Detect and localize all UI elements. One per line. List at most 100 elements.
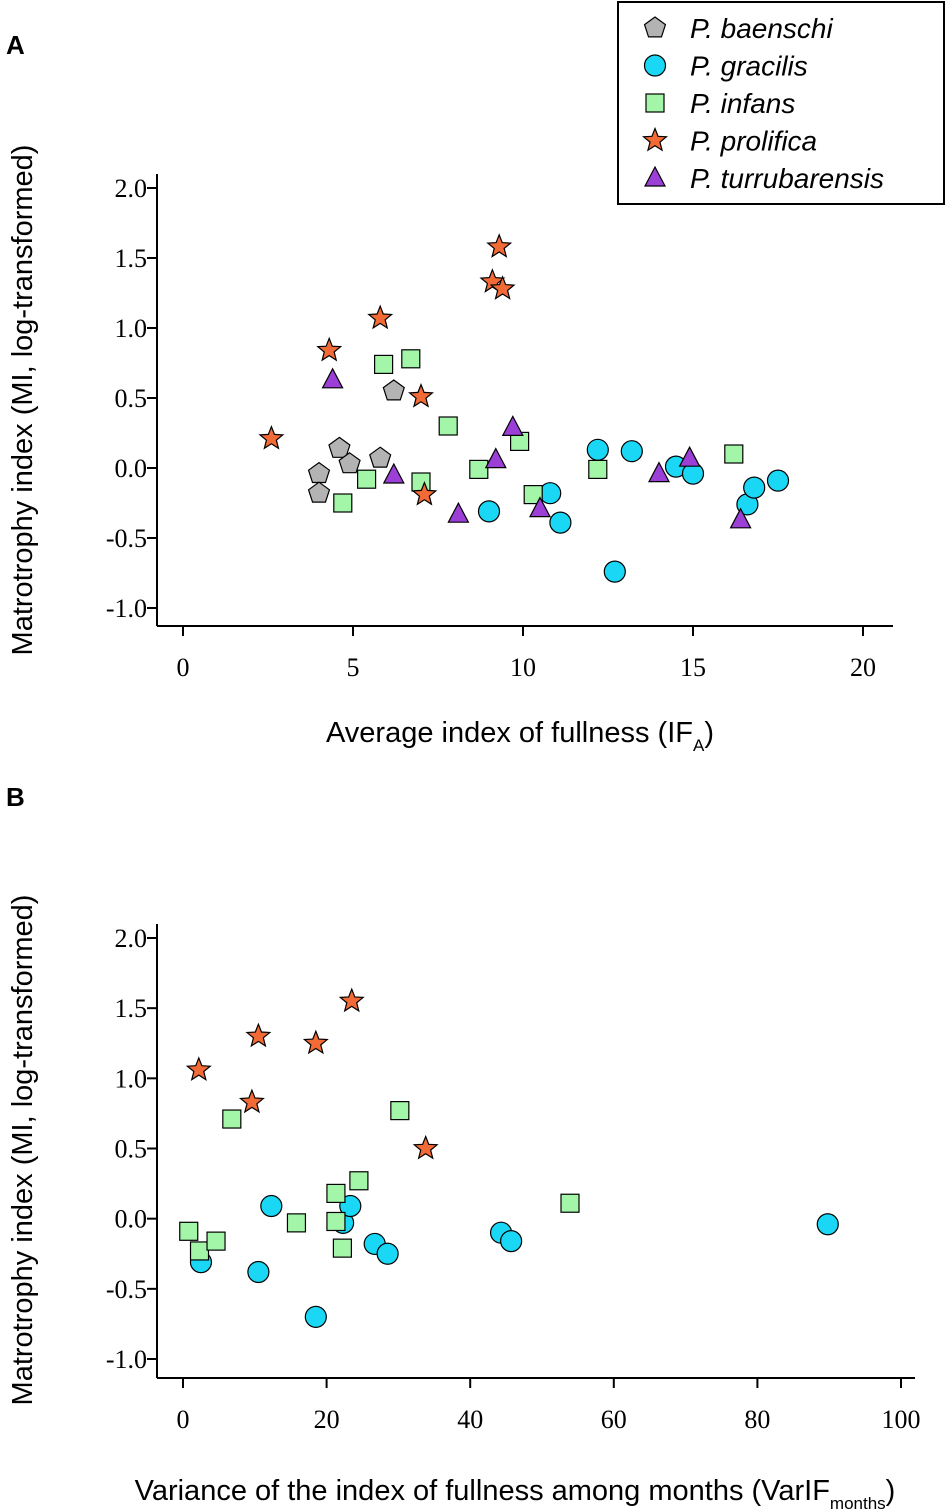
panel-a-points [258,233,790,583]
panel-b-point-p-prolifica [238,1088,265,1114]
legend-marker-p-prolifica [642,126,668,152]
legend-marker-p-baenschi [643,16,667,38]
legend-label-p-gracilis: P. gracilis [690,51,808,82]
panel-b-point-p-infans [179,1221,199,1241]
legend-label-p-turrubarensis: P. turrubarensis [690,163,884,194]
panel-b-point-p-gracilis [500,1230,523,1253]
panel-b-point-p-prolifica [338,987,365,1013]
panel-a-chart: A -1.0 -0.5 0.0 0.5 1.0 1.5 2.0 0 5 10 15 20 Matrot… [6,30,893,755]
panel-a-point-p-infans [333,493,353,513]
panel-b-point-p-infans [332,1238,352,1258]
panel-a-point-p-turrubarensis [678,445,701,467]
panel-a-x-tick-label: 5 [347,653,360,682]
panel-a-y-tick-label: 0.0 [115,454,148,483]
panel-b-point-p-infans [286,1213,307,1233]
panel-a-point-p-turrubarensis [382,462,405,484]
panel-a-x-title-end: ) [704,717,714,749]
panel-b-x-tick-label: 20 [314,1405,340,1434]
panel-a-point-p-infans [438,416,458,436]
panel-a-y-tick-label: -1.0 [106,594,147,623]
panel-b-x-title-end: ) [886,1475,896,1507]
panel-a-y-tick-label: 0.5 [115,384,148,413]
panel-a-y-tick-label: 1.0 [115,314,148,343]
panel-b-point-p-infans [189,1241,210,1261]
panel-b-point-p-infans [206,1231,226,1251]
panel-b-y-tick-label: 1.0 [115,1064,148,1093]
legend-marker-p-gracilis [643,54,667,77]
panel-a-point-p-prolifica [408,382,434,408]
panel-a-point-p-turrubarensis [729,507,752,529]
panel-a-point-p-prolifica [486,233,513,258]
panel-a-point-p-prolifica [316,336,343,362]
panel-b-x-tick-label: 80 [744,1405,770,1434]
panel-b-y-tick-label: 0.0 [115,1205,148,1234]
panel-a-point-p-prolifica [367,304,394,330]
panel-b-point-p-prolifica [412,1134,439,1160]
panel-a-x-title-main: Average index of fullness (IF [326,717,693,749]
legend: P. baenschi P. gracilis P. infans P. prolif… [617,1,945,205]
panel-a-label: A [6,30,25,60]
panel-a-point-p-turrubarensis [484,447,507,469]
panel-a-point-p-baenschi [382,379,405,401]
panel-b-chart: B -1.0 -0.5 0.0 0.5 1.0 1.5 2.0 0 20 40 60 80 100 Ma… [6,782,921,1512]
panel-a-x-tick-label: 10 [510,653,536,682]
panel-a-point-p-gracilis [743,476,766,499]
panel-b-point-p-infans [390,1101,410,1121]
panel-a-x-tick-label: 0 [177,653,190,682]
panel-a-y-tick-label: 1.5 [115,244,148,273]
panel-a-point-p-infans [523,485,543,505]
panel-a-point-p-gracilis [603,560,626,583]
panel-a-point-p-turrubarensis [447,501,470,523]
panel-a-point-p-baenschi [307,461,331,484]
panel-a-point-p-infans [411,472,431,492]
panel-b-point-p-gracilis [816,1213,839,1236]
panel-b-ticks: -1.0 -0.5 0.0 0.5 1.0 1.5 2.0 0 20 40 60 80 100 [106,924,921,1434]
panel-b-y-tick-label: -0.5 [106,1275,147,1304]
panel-b-point-p-gracilis [304,1305,327,1329]
panel-a-point-p-baenschi [328,436,351,458]
panel-a-point-p-prolifica [411,480,438,506]
panel-b-x-axis-title: Variance of the index of fullness among … [135,1475,896,1512]
panel-b-y-tick-label: 0.5 [115,1135,148,1164]
panel-b-point-p-prolifica [302,1029,329,1055]
panel-b-axes [156,924,915,1379]
panel-a-x-tick-label: 15 [680,653,706,682]
panel-b-point-p-infans [326,1211,346,1232]
panel-a-x-tick-label: 20 [850,653,876,682]
panel-a-point-p-infans [401,349,421,369]
panel-a-point-p-prolifica [489,275,516,300]
panel-b-x-tick-label: 100 [882,1405,921,1434]
panel-a-x-title-sub: A [693,736,705,755]
panel-b-x-tick-label: 60 [601,1405,627,1434]
panel-a-point-p-prolifica [479,268,506,293]
legend-label-p-infans: P. infans [690,88,795,119]
panel-a-point-p-gracilis [766,469,790,492]
panel-b-y-tick-label: -1.0 [106,1345,147,1374]
panel-b-x-tick-label: 0 [177,1405,190,1434]
panel-b-point-p-prolifica [245,1022,272,1048]
panel-a-point-p-turrubarensis [529,496,551,518]
panel-a-y-tick-label: -0.5 [106,524,147,553]
legend-marker-p-turrubarensis [644,165,666,187]
panel-b-point-p-infans [349,1171,369,1191]
panel-b-y-tick-label: 2.0 [115,924,148,953]
panel-a-point-p-infans [357,469,377,489]
panel-a-point-p-infans [588,459,608,479]
panel-a-point-p-infans [374,354,394,374]
panel-b-point-p-gracilis [376,1242,399,1265]
panel-a-point-p-turrubarensis [648,461,670,483]
panel-b-x-title-main: Variance of the index of fullness among … [135,1475,830,1507]
panel-a-y-tick-label: 2.0 [115,174,148,203]
panel-a-point-p-gracilis [586,438,609,461]
legend-box [617,1,945,205]
panel-b-x-tick-label: 40 [457,1405,483,1434]
panel-b-point-p-infans [560,1193,580,1213]
panel-b-point-p-infans [326,1183,346,1204]
panel-a-point-p-gracilis [549,511,572,534]
panel-b-point-p-prolifica [185,1056,212,1081]
panel-a-axes [156,174,893,627]
panel-a-point-p-gracilis [477,500,501,523]
panel-b-y-tick-label: 1.5 [115,994,148,1023]
panel-a-point-p-gracilis [620,440,643,463]
